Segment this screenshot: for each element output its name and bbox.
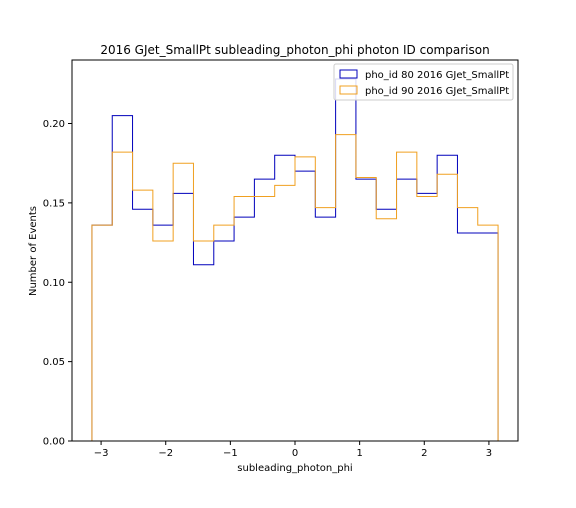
y-tick-label: 0.10	[43, 278, 65, 289]
x-axis-label: subleading_photon_phi	[237, 463, 352, 474]
chart-title: 2016 GJet_SmallPt subleading_photon_phi …	[100, 43, 489, 57]
legend-swatch-1	[339, 69, 358, 79]
legend-swatch-2	[339, 85, 358, 95]
histogram-series-2	[91, 134, 499, 441]
legend-label-2: pho_id 90 2016 GJet_SmallPt	[365, 86, 509, 97]
legend: pho_id 80 2016 GJet_SmallPt pho_id 90 201…	[333, 63, 514, 101]
x-tick-label: 0	[292, 448, 298, 459]
x-tick-label: −3	[94, 448, 109, 459]
legend-label-1: pho_id 80 2016 GJet_SmallPt	[365, 70, 509, 81]
x-tick-label: −2	[158, 448, 173, 459]
legend-box	[333, 63, 514, 101]
y-tick-label: 0.05	[43, 357, 65, 368]
y-axis: 0.00 0.05 0.10 0.15 0.20	[43, 119, 72, 448]
y-axis-label: Number of Events	[28, 206, 39, 296]
x-tick-label: −1	[223, 448, 238, 459]
x-tick-label: 1	[356, 448, 362, 459]
x-axis: −3 −2 −1 0 1 2 3	[94, 441, 492, 459]
x-tick-label: 2	[421, 448, 427, 459]
y-tick-label: 0.00	[43, 437, 65, 448]
y-tick-label: 0.20	[43, 119, 65, 130]
y-tick-label: 0.15	[43, 198, 65, 209]
x-tick-label: 3	[486, 448, 492, 459]
